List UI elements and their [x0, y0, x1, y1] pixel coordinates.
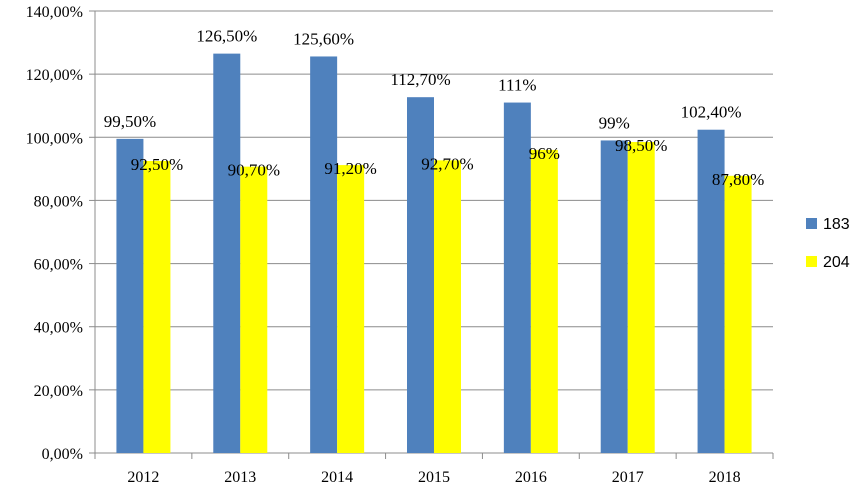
bar — [407, 97, 434, 453]
data-label: 90,70% — [228, 161, 280, 180]
y-tick-label: 0,00% — [42, 446, 83, 463]
y-tick-label: 60,00% — [34, 257, 83, 274]
x-tick-label: 2016 — [515, 469, 547, 486]
data-label: 92,50% — [131, 155, 183, 174]
data-label: 99,50% — [104, 112, 156, 131]
legend-swatch — [806, 256, 817, 267]
bar — [503, 102, 531, 454]
data-label: 96% — [529, 144, 560, 163]
x-tick-label: 2017 — [612, 469, 644, 486]
data-label: 98,50% — [615, 136, 667, 155]
legend-label: 183 — [823, 216, 850, 233]
x-tick-label: 2014 — [321, 469, 353, 486]
y-tick-label: 100,00% — [26, 130, 83, 147]
x-tick-label: 2018 — [709, 469, 741, 486]
bar — [240, 166, 268, 453]
y-tick-label: 140,00% — [26, 4, 83, 21]
y-tick-label: 120,00% — [26, 67, 83, 84]
data-label: 87,80% — [712, 170, 764, 189]
bar — [337, 165, 365, 453]
y-tick-label: 40,00% — [34, 320, 83, 337]
legend-swatch — [806, 218, 817, 229]
data-label: 92,70% — [421, 154, 473, 173]
data-label: 126,50% — [196, 27, 257, 46]
legend-label: 204 — [823, 254, 850, 271]
y-tick-label: 20,00% — [34, 383, 83, 400]
bar — [724, 175, 752, 453]
bar — [310, 56, 338, 453]
y-tick-label: 80,00% — [34, 193, 83, 210]
bar — [697, 129, 725, 454]
data-label: 91,20% — [324, 159, 376, 178]
data-label: 99% — [599, 113, 630, 132]
bar — [143, 160, 171, 453]
bar — [600, 140, 628, 453]
bar — [530, 149, 558, 453]
data-label: 102,40% — [681, 103, 742, 122]
data-label: 111% — [498, 76, 536, 95]
x-tick-label: 2012 — [127, 469, 159, 486]
data-label: 112,70% — [390, 70, 450, 89]
bar — [434, 160, 461, 453]
bar — [116, 138, 144, 453]
bar — [213, 53, 241, 453]
data-label: 125,60% — [293, 29, 354, 48]
bar — [627, 142, 655, 453]
x-tick-label: 2013 — [224, 469, 256, 486]
x-tick-label: 2015 — [418, 469, 450, 486]
